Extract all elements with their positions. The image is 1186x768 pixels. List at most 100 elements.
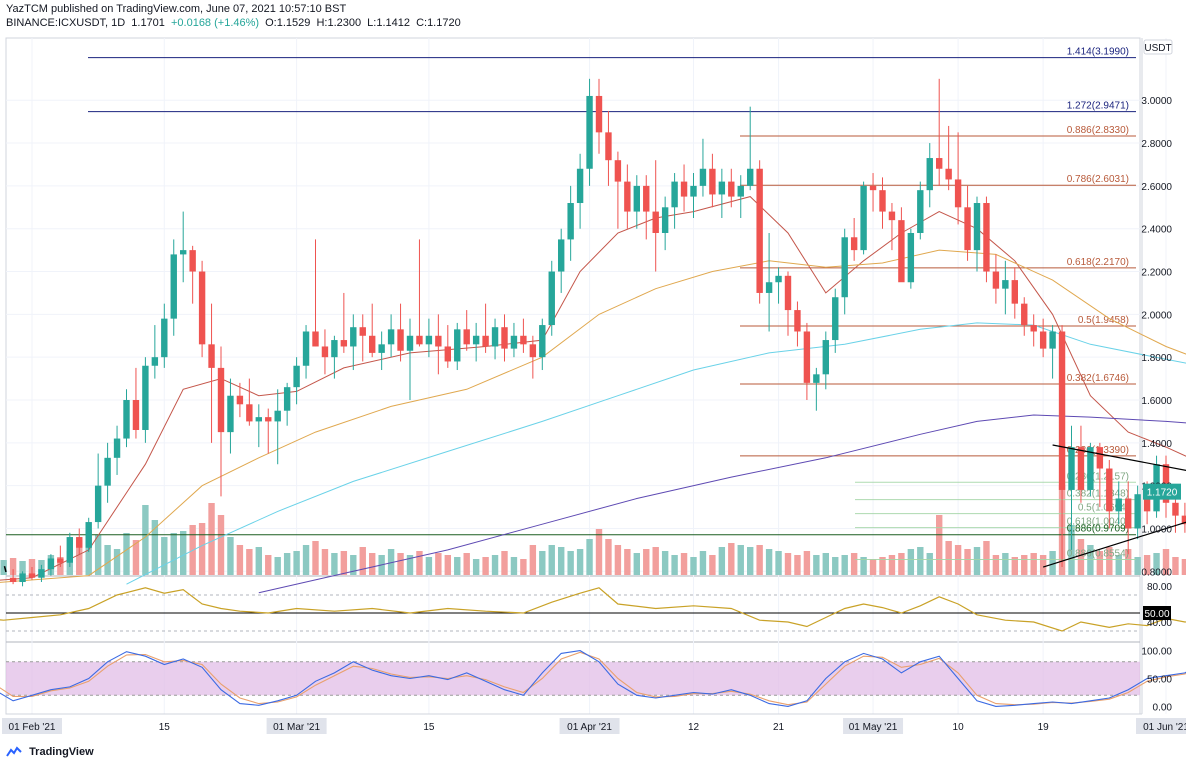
tradingview-logo-icon — [6, 746, 22, 757]
candle-body — [737, 185, 744, 197]
volume-bar — [208, 503, 215, 575]
current-price-label: 1.1720 — [1147, 488, 1178, 499]
volume-bar — [860, 557, 867, 575]
volume-bar — [680, 553, 688, 575]
volume-bar — [813, 555, 820, 575]
candle-body — [85, 522, 92, 548]
candle-body — [539, 325, 546, 358]
date-label-highlight — [266, 718, 327, 734]
volume-bar — [170, 533, 177, 575]
volume-bar — [614, 545, 622, 575]
volume-bar — [850, 553, 858, 575]
candle-body — [1172, 502, 1179, 516]
volume-bar — [1049, 551, 1056, 575]
currency-badge[interactable] — [1143, 39, 1173, 55]
candle-body — [558, 239, 565, 272]
candle-body — [803, 331, 811, 383]
stoch-tick-label: 0.00 — [1153, 702, 1173, 713]
candle-body — [444, 346, 451, 362]
candle-body — [1068, 447, 1075, 490]
candle-body — [491, 327, 499, 347]
volume-bar — [945, 541, 952, 575]
candle-body — [699, 168, 707, 186]
volume-bar — [180, 531, 187, 575]
volume-bar — [567, 551, 574, 575]
candle-body — [728, 181, 735, 197]
candle-body — [501, 327, 508, 349]
volume-bar — [661, 551, 669, 575]
price-tick-label: 1.6000 — [1141, 396, 1172, 407]
date-tick-label: 01 May '21 — [849, 722, 898, 733]
candle-body — [435, 335, 442, 347]
price-tick-label: 3.0000 — [1141, 96, 1172, 107]
date-tick-label: 19 — [1038, 722, 1050, 733]
volume-bar — [76, 540, 83, 575]
candle-body — [293, 365, 300, 388]
volume-bar — [283, 553, 291, 575]
footer-brand: TradingView — [29, 746, 94, 758]
candle-body — [1030, 325, 1037, 332]
candle-body — [605, 132, 612, 161]
date-tick-label: 15 — [423, 722, 435, 733]
volume-bar — [369, 553, 376, 575]
fib-level-label: 1.414(3.1990) — [1067, 47, 1129, 58]
candle-body — [1002, 280, 1009, 289]
high-value: H:1.2300 — [316, 17, 362, 29]
rsi-marker-label: 50.00 — [1144, 609, 1169, 620]
candle-body — [369, 335, 376, 353]
volume-bar — [841, 555, 848, 575]
candle-body — [161, 318, 168, 358]
volume-bar — [227, 537, 234, 575]
fib-level-label: 0.236(1.2157) — [1067, 471, 1129, 482]
symbol-label[interactable]: BINANCE:ICXUSDT, 1D — [6, 17, 126, 29]
candle-body — [992, 271, 1000, 289]
candle-body — [57, 558, 64, 563]
candle-body — [794, 310, 801, 332]
volume-bar — [482, 557, 489, 575]
candle-body — [312, 331, 319, 347]
candle-body — [198, 271, 206, 345]
volume-bar — [491, 555, 499, 575]
volume-bar — [113, 549, 121, 575]
date-label-highlight — [2, 718, 62, 734]
candle-body — [142, 365, 149, 430]
candle-body — [841, 237, 848, 298]
candle-body — [255, 417, 262, 422]
candle-body — [463, 329, 470, 345]
fib-level-label: 0.5(1.9458) — [1078, 315, 1129, 326]
candle-body — [775, 275, 782, 283]
volume-bar — [104, 545, 111, 575]
volume-bar — [907, 549, 915, 575]
candle-body — [510, 335, 518, 349]
candle-body — [1125, 498, 1132, 529]
symbol-ohlc-line: BINANCE:ICXUSDT, 1D 1.1701 +0.0168 (+1.4… — [6, 17, 464, 29]
volume-bar — [1172, 557, 1179, 575]
volume-bar — [435, 553, 442, 575]
volume-bar — [784, 553, 792, 575]
candle-body — [529, 344, 537, 358]
candle-body — [104, 457, 111, 486]
volume-bar — [803, 551, 811, 575]
volume-bar — [737, 545, 744, 575]
candle-body — [425, 335, 433, 345]
price-tick-label: 2.4000 — [1141, 225, 1172, 236]
price-tick-label: 1.0000 — [1141, 524, 1172, 535]
published-line: YazTCM published on TradingView.com, Jun… — [6, 3, 347, 15]
candle-body — [850, 237, 858, 251]
volume-bar — [397, 553, 404, 575]
volume-bar — [1106, 547, 1113, 575]
volume-bar — [0, 560, 7, 575]
candle-body — [19, 573, 26, 583]
candle-body — [302, 331, 310, 366]
fib-level-label: 0.382(1.6746) — [1067, 373, 1129, 384]
candle-body — [246, 404, 253, 422]
volume-bar — [198, 523, 206, 575]
candle-body — [784, 275, 792, 311]
tradingview-footer[interactable]: TradingView — [6, 746, 94, 758]
date-tick-label: 01 Feb '21 — [9, 722, 56, 733]
fib-level-label: 0.886(2.8330) — [1067, 125, 1129, 136]
volume-bar — [425, 557, 433, 575]
volume-bar — [274, 557, 281, 575]
volume-bar — [983, 541, 990, 575]
